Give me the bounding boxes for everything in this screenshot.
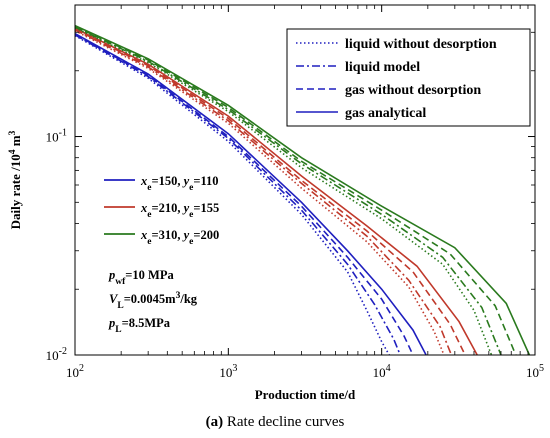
series-solid-1 [75,32,427,355]
x-tick-label: 103 [219,363,237,380]
series-dashed-2 [75,28,466,355]
x-tick-label: 105 [526,363,544,380]
parameter-annotation: pL=8.5MPa [108,316,171,335]
figure-caption: (a) Rate decline curves [0,414,550,431]
caption-text: Rate decline curves [223,414,345,430]
parameter-annotation: pwf=10 MPa [108,268,174,287]
plot-frame [74,4,536,356]
x-tick-label: 102 [66,363,84,380]
series-curves [75,24,531,355]
series-dotted-3 [75,26,493,355]
series-dashdot-2 [75,29,453,355]
series-solid-2 [75,27,478,355]
series-dashdot-3 [75,26,502,355]
legend-label: liquid model [345,60,420,75]
group-label: xe=310, ye=200 [140,228,219,247]
series-dashed-3 [75,25,517,355]
legend-label: gas without desorption [345,83,481,98]
y-tick-label: 10-1 [46,128,67,145]
axes: 102 103 104 105 10-2 10-1 [46,4,544,380]
parameter-annotation: VL=0.0045m3/kg [109,291,198,311]
caption-letter: (a) [205,414,224,430]
legend-label: gas analytical [345,106,426,121]
series-solid-3 [75,24,531,355]
legend-label: liquid without desorption [345,37,497,52]
legend-box [286,28,531,127]
group-label: xe=150, ye=110 [140,174,219,193]
series-dashed-1 [75,33,414,355]
parameter-annotations: pwf=10 MPa VL=0.0045m3/kg pL=8.5MPa [108,268,198,335]
x-axis-label: Production time/d [255,387,356,402]
group-label: xe=210, ye=155 [140,201,219,220]
y-tick-label: 10-2 [46,346,67,363]
x-tick-label: 104 [373,363,391,380]
y-axis-label: Daily rate /104 m3 [8,130,23,229]
series-dashdot-1 [75,34,401,355]
legend: liquid without desorption liquid model gas… [286,28,531,127]
group-legend: xe=150, ye=110 xe=210, ye=155 xe=310, ye=2… [104,174,219,247]
